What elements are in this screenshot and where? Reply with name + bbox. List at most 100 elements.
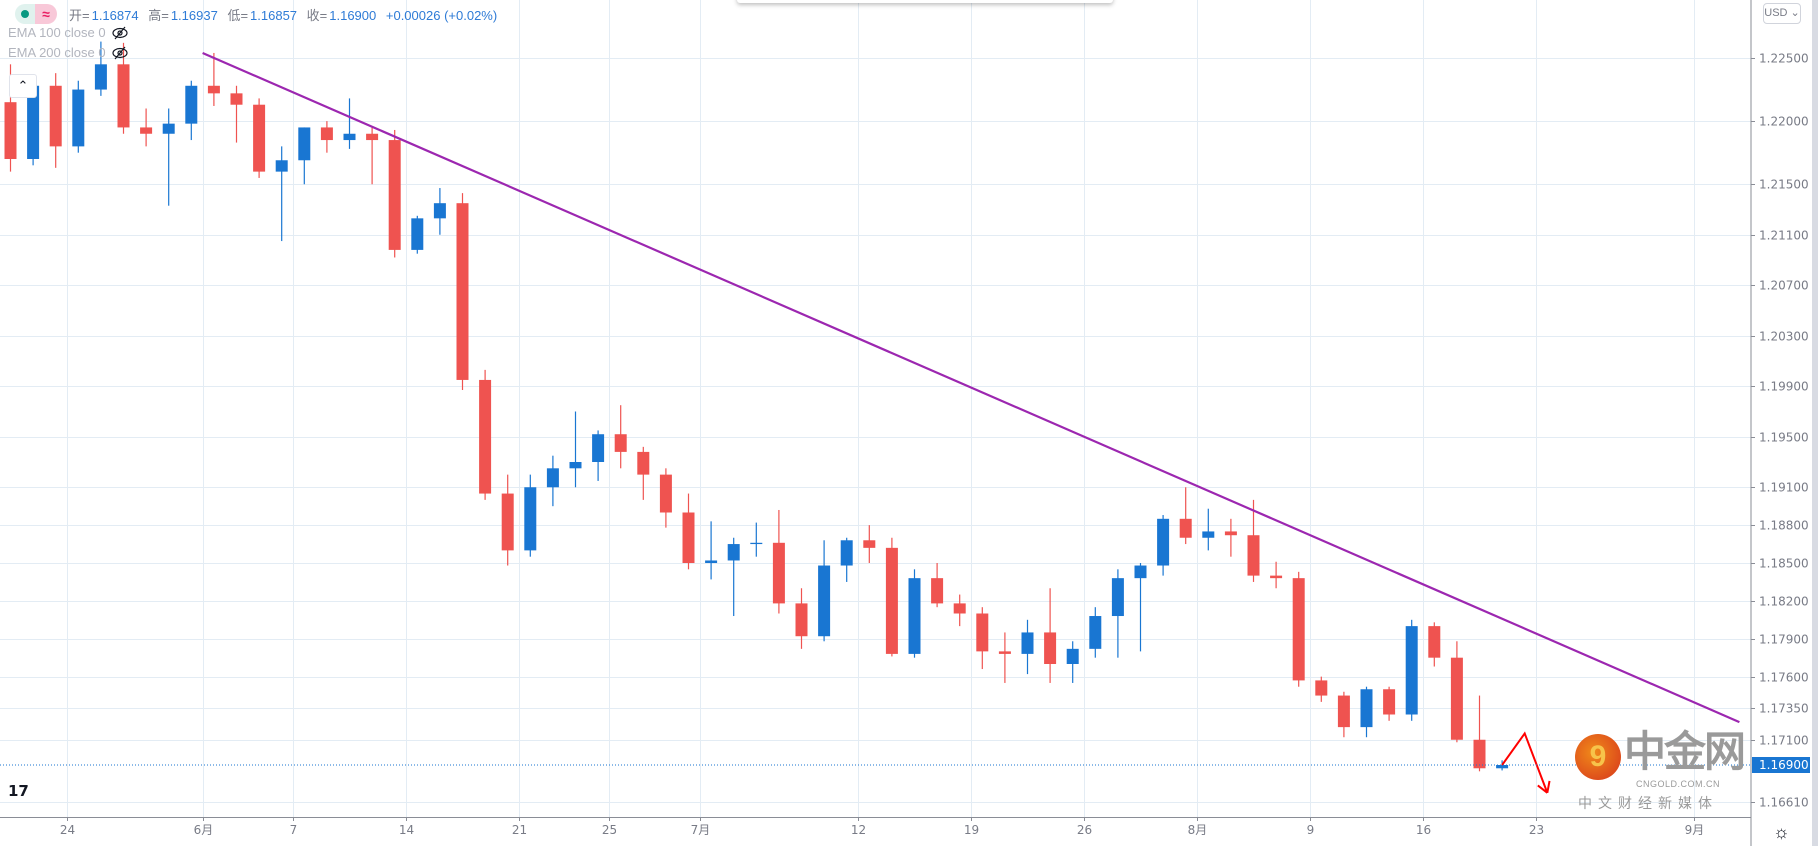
candle (727, 537, 740, 617)
indicator-ema-100[interactable]: EMA 100 close 0 (8, 25, 128, 40)
time-tick-label: 16 (1416, 823, 1431, 837)
currency-button[interactable]: USD ⌄ (1763, 3, 1801, 24)
candle (818, 540, 831, 642)
candle (863, 525, 876, 563)
candle-body (1111, 578, 1124, 617)
candle-body (501, 493, 514, 551)
candles (4, 41, 1509, 772)
candle-body (230, 93, 243, 105)
candle (72, 80, 85, 153)
settings-gear-icon[interactable]: ☼ (1773, 822, 1790, 842)
candle-body (1428, 626, 1441, 658)
candle-body (1450, 657, 1463, 740)
high-value: 1.16937 (170, 7, 218, 23)
indicator-ema-200[interactable]: EMA 200 close 0 (8, 45, 128, 60)
last-price-label: 1.16900 (1759, 758, 1809, 772)
time-tick-label: 6月 (194, 823, 214, 837)
candle-body (49, 85, 62, 147)
price-tick-label: 1.20700 (1759, 279, 1809, 293)
eye-crossed-icon[interactable] (111, 46, 128, 60)
candle (1360, 686, 1373, 738)
candle (592, 430, 605, 481)
price-tick-label: 1.17600 (1759, 671, 1809, 685)
candle-body (94, 64, 107, 90)
indicator-label: EMA 200 close 0 (8, 45, 106, 60)
watermark-tagline: 中文财经新媒体 (1578, 795, 1718, 811)
time-tick-label: 24 (60, 823, 75, 837)
candle (1292, 571, 1305, 687)
candle (320, 121, 333, 153)
candle (840, 537, 853, 582)
candle (1315, 676, 1328, 702)
candle-body (1157, 518, 1170, 566)
time-tick-label: 23 (1529, 823, 1544, 837)
toolbar-popup-edge (737, 0, 1113, 3)
candle (140, 108, 153, 147)
candle-body (705, 560, 718, 563)
candle (253, 98, 266, 178)
candle (1428, 622, 1441, 667)
watermark-domain: CNGOLD.COM.CN (1636, 779, 1721, 789)
trendline[interactable] (202, 51, 1740, 724)
cngold-logo-icon: 9 (1575, 734, 1621, 780)
symbol-status-pill[interactable]: ≈ (15, 4, 57, 24)
candle-body (750, 542, 763, 545)
candle-body (976, 613, 989, 652)
price-tick-label: 1.16610 (1759, 796, 1809, 810)
price-tick-label: 1.22500 (1759, 52, 1809, 66)
candle (569, 411, 582, 488)
eye-crossed-icon[interactable] (111, 26, 128, 40)
candle-body (592, 434, 605, 462)
collapse-legend-button[interactable]: ⌃ (9, 74, 37, 98)
candle (1337, 691, 1350, 738)
time-tick-label: 25 (602, 823, 617, 837)
price-axis[interactable]: 1.22500 1.22000 1.21500 1.21100 1.20700 1.203… (1751, 52, 1809, 810)
time-tick-label: 9月 (1685, 823, 1705, 837)
annotation-arrow[interactable] (1501, 731, 1549, 794)
candle-body (1179, 518, 1192, 538)
candle (501, 474, 514, 566)
candle-body (1292, 578, 1305, 681)
candle-body (931, 578, 944, 604)
candle (49, 73, 62, 168)
candle (1496, 760, 1509, 771)
candle (1202, 508, 1215, 551)
candle (659, 468, 672, 528)
candle (1066, 641, 1079, 683)
price-axis-bg[interactable] (1751, 0, 1812, 846)
candle (456, 193, 469, 391)
candle-body (4, 102, 17, 159)
candle-body (185, 85, 198, 124)
candle-body (479, 379, 492, 494)
candle-body (795, 603, 808, 637)
candle-body (388, 140, 401, 250)
candle (411, 215, 424, 254)
candle (162, 108, 175, 206)
scrollbar[interactable] (1812, 0, 1818, 846)
approx-icon: ≈ (35, 4, 57, 24)
last-price-box (1752, 757, 1810, 773)
candle-body (1473, 739, 1486, 769)
open-value: 1.16874 (91, 7, 139, 23)
time-tick-label: 7月 (691, 823, 711, 837)
candle-body (1044, 632, 1057, 664)
candle (885, 537, 898, 657)
change-value: +0.00026 (+0.02%) (385, 7, 498, 23)
candle-body (772, 542, 785, 604)
candle-body (1315, 680, 1328, 696)
candle-body (1383, 689, 1396, 715)
candle-body (1360, 689, 1373, 728)
candle (94, 41, 107, 96)
time-axis[interactable]: 24 6月 7 14 21 25 7月 12 19 26 8月 9 16 23 9月 (60, 817, 1704, 837)
candle (479, 369, 492, 500)
candle-body (140, 127, 153, 134)
candle (1179, 487, 1192, 545)
candle (117, 42, 130, 134)
candle-body (1224, 531, 1237, 536)
candle (298, 127, 311, 185)
tradingview-logo-icon[interactable]: 17 (8, 782, 29, 800)
price-tick-label: 1.21500 (1759, 178, 1809, 192)
candle-body (298, 127, 311, 161)
close-value: 1.16900 (329, 7, 377, 23)
